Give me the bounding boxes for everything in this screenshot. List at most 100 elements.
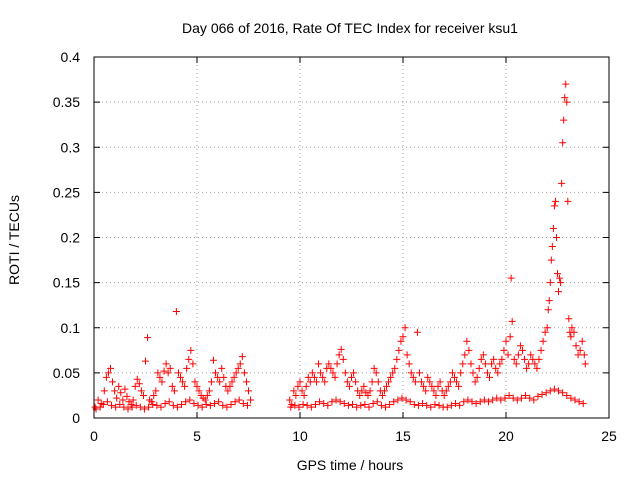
data-point	[357, 401, 365, 409]
data-point	[398, 394, 406, 402]
data-point	[365, 403, 373, 411]
data-point	[535, 355, 543, 363]
data-point	[232, 369, 240, 377]
data-point	[484, 398, 492, 406]
data-point	[160, 367, 168, 375]
data-point	[235, 396, 243, 404]
data-point	[516, 342, 524, 350]
data-points	[91, 80, 589, 413]
data-point	[358, 387, 366, 395]
data-point	[182, 398, 190, 406]
data-point	[336, 398, 344, 406]
data-point	[402, 396, 410, 404]
data-point	[380, 387, 388, 395]
data-point	[94, 396, 102, 404]
grid-lines	[94, 57, 609, 418]
data-point	[179, 378, 187, 386]
data-point	[316, 398, 324, 406]
data-point	[509, 394, 517, 402]
data-point	[390, 398, 398, 406]
data-point	[490, 355, 498, 363]
data-point	[508, 317, 516, 325]
data-point	[239, 400, 247, 408]
x-tick-label: 15	[395, 428, 411, 444]
data-point	[555, 387, 563, 395]
data-point	[435, 401, 443, 409]
data-point	[552, 234, 560, 241]
data-point	[178, 400, 186, 408]
data-point	[364, 391, 372, 399]
data-point	[543, 324, 551, 332]
data-point	[291, 401, 299, 409]
data-point	[475, 364, 483, 372]
data-point	[436, 378, 444, 386]
data-point	[368, 378, 376, 386]
data-point	[157, 403, 165, 411]
data-point	[410, 400, 418, 408]
data-point	[558, 179, 566, 187]
data-point	[165, 398, 173, 406]
data-point	[476, 398, 484, 406]
data-point	[154, 369, 162, 377]
x-tick-label: 0	[90, 428, 98, 444]
data-point	[411, 378, 419, 386]
data-point	[206, 401, 214, 409]
y-tick-label: 0.05	[53, 365, 80, 381]
data-point	[440, 391, 448, 399]
data-point	[576, 346, 584, 354]
data-point	[461, 351, 469, 359]
data-point	[480, 396, 488, 404]
data-point	[537, 346, 545, 354]
y-tick-label: 0	[72, 410, 80, 426]
data-point	[527, 351, 535, 359]
data-point	[497, 396, 505, 404]
data-point	[460, 398, 468, 406]
data-point	[236, 360, 244, 368]
data-point	[317, 369, 325, 377]
data-point	[187, 346, 195, 354]
data-point	[572, 342, 580, 350]
data-point	[550, 202, 558, 210]
data-point	[136, 403, 144, 411]
data-point	[194, 401, 202, 409]
data-point	[337, 345, 345, 353]
y-tick-label: 0.25	[53, 184, 80, 200]
data-point	[407, 369, 415, 377]
data-point	[329, 369, 337, 377]
data-point	[292, 391, 300, 399]
data-point	[366, 387, 374, 395]
data-point	[452, 400, 460, 408]
data-point	[153, 401, 161, 409]
data-point	[562, 80, 570, 88]
data-point	[142, 357, 149, 365]
data-point	[394, 396, 402, 404]
data-point	[457, 369, 465, 377]
data-point	[383, 382, 391, 390]
data-point	[432, 391, 440, 399]
y-axis-label: ROTI / TECUs	[6, 195, 22, 285]
data-point	[349, 400, 357, 408]
data-point	[428, 382, 436, 390]
data-point	[128, 403, 136, 411]
data-point	[198, 403, 206, 411]
data-point	[144, 334, 152, 342]
data-point	[481, 360, 489, 368]
data-point	[299, 400, 307, 408]
data-point	[230, 373, 238, 381]
data-point	[424, 373, 432, 381]
data-point	[116, 400, 124, 408]
data-point	[581, 360, 589, 368]
data-point	[325, 360, 333, 368]
y-tick-label: 0.4	[61, 49, 81, 65]
data-point	[209, 356, 217, 364]
data-point	[164, 369, 172, 377]
data-point	[414, 401, 422, 409]
data-point	[455, 382, 463, 390]
data-point	[361, 400, 369, 408]
data-point	[227, 400, 235, 408]
data-point	[112, 403, 120, 411]
data-point	[216, 378, 224, 386]
data-point	[348, 373, 355, 381]
data-point	[393, 355, 401, 363]
